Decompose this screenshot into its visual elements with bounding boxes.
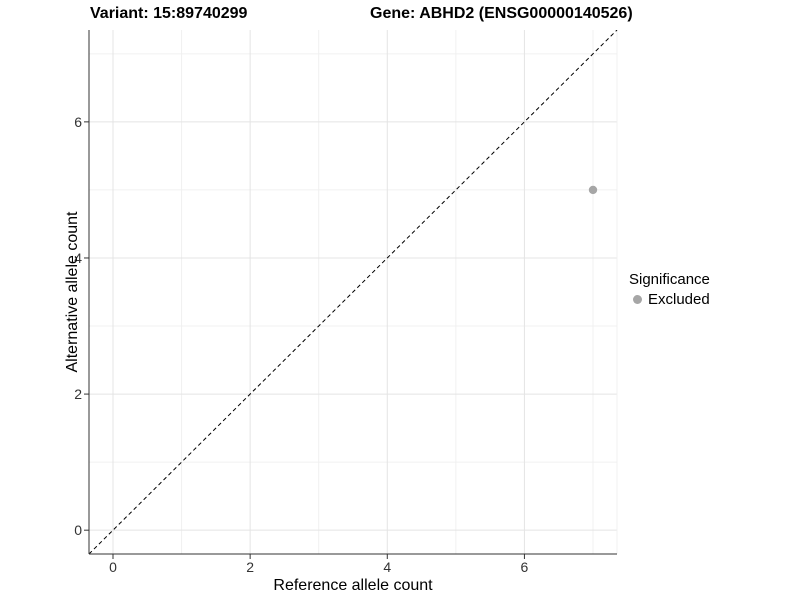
gene-title: Gene: ABHD2 (ENSG00000140526)	[370, 5, 633, 22]
chart-panel	[84, 30, 618, 559]
legend-entry-excluded: Excluded	[629, 290, 710, 309]
x-axis-title: Reference allele count	[273, 577, 433, 594]
legend-title: Significance	[629, 271, 710, 288]
y-tick-label: 4	[74, 249, 82, 266]
x-tick-label: 4	[383, 559, 392, 575]
legend-key	[629, 291, 646, 308]
x-tick-label: 2	[246, 559, 255, 575]
y-axis-title: Alternative allele count	[64, 211, 81, 373]
legend: Significance Excluded	[629, 271, 710, 309]
excluded-point-icon	[633, 295, 642, 304]
y-tick-label: 6	[74, 113, 82, 130]
identity-dashed-line	[88, 30, 618, 555]
y-tick-label: 2	[74, 386, 82, 403]
data-point	[588, 185, 598, 195]
x-tick-label: 0	[109, 559, 117, 575]
variant-title: Variant: 15:89740299	[90, 5, 248, 22]
x-tick-label: 6	[520, 559, 529, 575]
y-tick-label: 0	[74, 522, 82, 539]
legend-entry-label: Excluded	[648, 291, 710, 308]
